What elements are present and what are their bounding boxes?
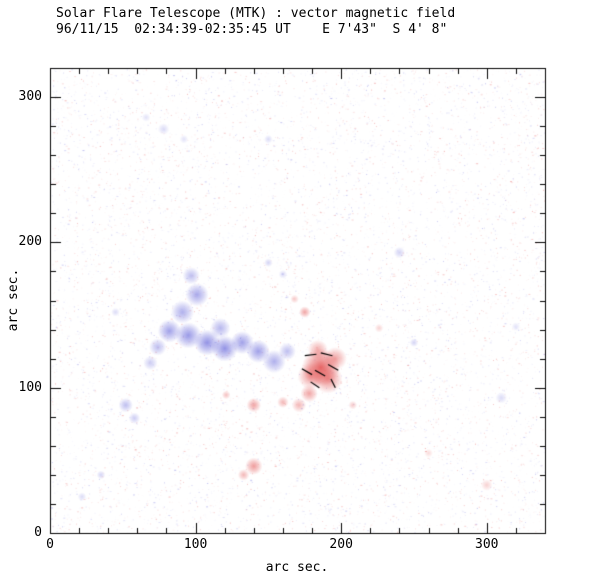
x-tick-label: 100 [183,537,208,552]
y-axis-label: arc sec. [6,268,21,332]
y-tick-label: 0 [34,525,42,540]
y-tick-label: 300 [18,89,42,105]
x-tick-label: 200 [329,537,353,552]
x-axis-label: arc sec. [265,560,329,575]
x-tick-label: 0 [46,537,54,552]
y-tick-label: 200 [18,234,42,250]
y-tick-label: 100 [18,379,42,395]
x-tick-label: 300 [475,537,499,552]
